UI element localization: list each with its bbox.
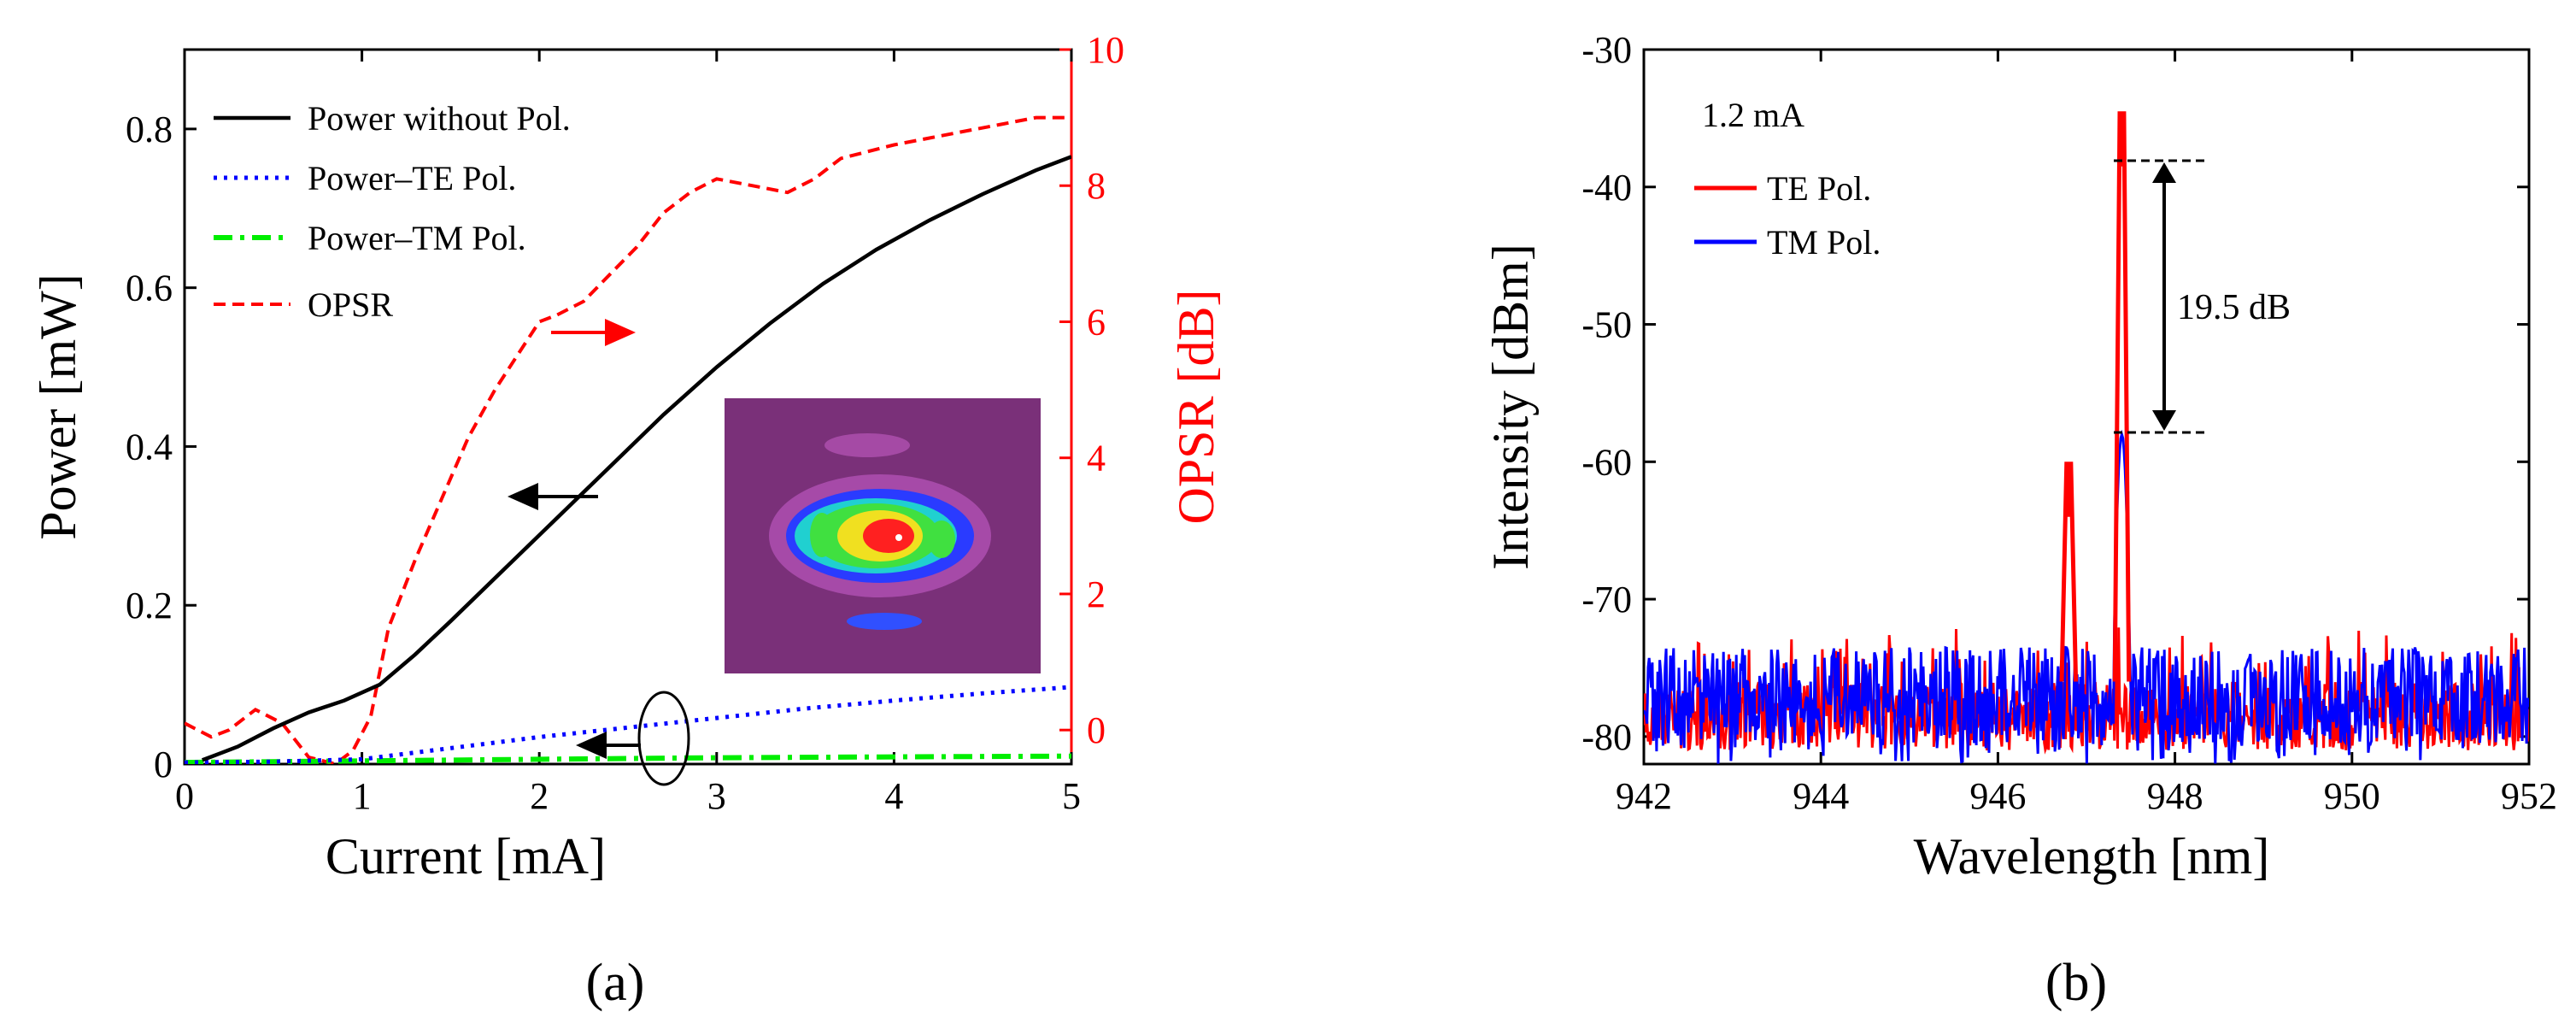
series-tm-pol (1644, 429, 2529, 764)
delta-annotation: 19.5 dB (2114, 159, 2291, 434)
x-tick-label: 1 (353, 775, 372, 817)
y-tick-label: 0.6 (126, 268, 173, 309)
delta-label: 19.5 dB (2177, 288, 2291, 327)
x-tick-label: 2 (530, 775, 549, 817)
x-tick-label: 0 (175, 775, 194, 817)
series-power-tm (185, 753, 1071, 764)
legend-label-te-pol: TE Pol. (1767, 169, 1871, 208)
x-tick-label: 948 (2147, 775, 2203, 817)
panel-b-y-axis-title: Intensity [dBm] (1482, 244, 1539, 570)
y-tick-label: -80 (1581, 716, 1632, 758)
panel-a-y-axis-ticks: 0 0.2 0.4 0.6 0.8 (126, 109, 197, 785)
panel-a-label: (a) (586, 954, 645, 1012)
y-tick-label: 0 (154, 744, 173, 785)
series-power-without-pol (201, 155, 1071, 762)
legend-label-power: Power without Pol. (308, 99, 571, 138)
x-tick-label: 952 (2501, 775, 2557, 817)
y-tick-label: -60 (1581, 441, 1632, 483)
te-main-peak (2059, 111, 2132, 682)
x-tick-label: 3 (707, 775, 726, 817)
panel-b-x-axis-title: Wavelength [nm] (1914, 828, 2270, 885)
panel-a-legend: Power without Pol. Power–TE Pol. Power–T… (214, 99, 571, 324)
y2-tick-label: 10 (1087, 29, 1124, 71)
panel-b-label: (b) (2045, 954, 2107, 1012)
y-tick-label: 0.8 (126, 109, 173, 150)
panel-b-x-axis-ticks: 942 944 946 948 950 952 (1616, 50, 2557, 817)
y2-tick-label: 6 (1087, 301, 1106, 343)
legend-label-tm: Power–TM Pol. (308, 219, 526, 257)
series-opsr (185, 115, 1071, 764)
legend-label-tm-pol: TM Pol. (1767, 223, 1881, 262)
y-tick-label: -40 (1581, 167, 1632, 209)
legend-label-opsr: OPSR (308, 285, 393, 324)
y2-tick-label: 0 (1087, 709, 1106, 751)
y2-tick-label: 2 (1087, 573, 1106, 615)
delta-arrow-head-up (2152, 162, 2176, 183)
panel-b-y-axis-ticks: -30 -40 -50 -60 -70 -80 (1581, 29, 2529, 758)
y2-tick-label: 8 (1087, 165, 1106, 207)
delta-arrow-head-down (2152, 410, 2176, 431)
y-tick-label: 0.4 (126, 426, 173, 467)
te-tm-circle (637, 691, 690, 786)
x-tick-label: 4 (884, 775, 903, 817)
y-tick-label: 0.2 (126, 585, 173, 626)
x-tick-label: 950 (2324, 775, 2380, 817)
panel-b-series (1644, 111, 2529, 764)
panel-a-right-axis-title: OPSR [dB] (1168, 289, 1224, 524)
panel-a-series (185, 115, 1071, 764)
x-tick-label: 942 (1616, 775, 1672, 817)
x-tick-label: 946 (1969, 775, 2026, 817)
panel-b-frame (1642, 48, 2531, 766)
panel-b-legend: 1.2 mA TE Pol. TM Pol. (1694, 96, 1881, 262)
series-power-te (185, 685, 1071, 764)
panel-a: 0 2 4 6 8 10 0 1 2 3 4 5 0 0.2 0.4 0.6 0.8 (30, 29, 1224, 1012)
y2-tick-label: 4 (1087, 438, 1106, 479)
legend-title-current: 1.2 mA (1702, 96, 1804, 134)
panel-a-x-axis-title: Current [mA] (326, 828, 606, 885)
inset-mode-image (725, 398, 1041, 673)
y-tick-label: -70 (1581, 579, 1632, 620)
y-tick-label: -30 (1581, 29, 1632, 71)
panel-b: 942 944 946 948 950 952 -30 -40 -50 -60 -70 -80 19… (1482, 29, 2557, 1012)
panel-a-right-axis-ticks: 0 2 4 6 8 10 (1059, 29, 1124, 764)
x-tick-label: 944 (1793, 775, 1849, 817)
y-tick-label: -50 (1581, 304, 1632, 346)
panel-a-y-axis-title: Power [mW] (30, 273, 86, 540)
legend-label-te: Power–TE Pol. (308, 159, 516, 197)
x-tick-label: 5 (1062, 775, 1081, 817)
